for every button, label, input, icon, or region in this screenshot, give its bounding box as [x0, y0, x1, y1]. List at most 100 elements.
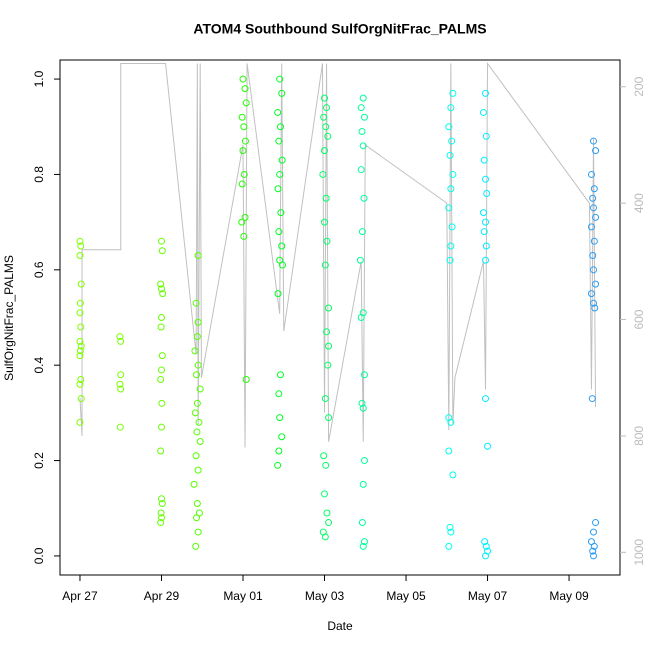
y-tick-label: 0.2: [32, 452, 46, 469]
point: [192, 299, 200, 307]
point: [240, 123, 248, 131]
point: [76, 347, 84, 355]
point: [359, 142, 367, 150]
point: [590, 204, 598, 212]
point: [191, 347, 199, 355]
point: [77, 280, 85, 288]
point: [278, 242, 286, 250]
y-tick-label: 0.6: [32, 261, 46, 278]
point: [589, 252, 597, 260]
point: [482, 242, 490, 250]
point: [322, 123, 330, 131]
point: [587, 170, 595, 178]
point: [357, 314, 365, 321]
point: [238, 218, 246, 226]
point: [77, 342, 85, 350]
point: [117, 337, 125, 345]
point: [157, 509, 165, 517]
point: [357, 104, 365, 112]
point: [321, 218, 329, 226]
point: [193, 371, 201, 379]
point: [359, 94, 367, 102]
point: [157, 423, 165, 431]
point: [445, 542, 453, 550]
point: [448, 137, 456, 145]
point: [194, 361, 202, 369]
point: [325, 304, 333, 312]
point: [480, 156, 488, 164]
point: [590, 552, 598, 560]
point: [157, 280, 165, 288]
point: [116, 333, 124, 341]
point: [322, 194, 330, 202]
point: [193, 399, 201, 407]
point: [159, 290, 167, 298]
point: [449, 170, 457, 178]
point: [590, 542, 598, 550]
point: [321, 261, 329, 269]
point: [447, 528, 455, 536]
point: [320, 452, 328, 460]
x-axis-label: Date: [327, 619, 353, 633]
point: [76, 418, 84, 426]
point: [275, 390, 283, 398]
point: [324, 132, 332, 140]
point: [590, 237, 598, 245]
point: [360, 538, 368, 546]
point: [274, 108, 282, 116]
point: [482, 542, 490, 550]
x-tick-label: Apr 29: [144, 589, 180, 603]
point: [77, 323, 85, 331]
point: [360, 194, 368, 202]
point: [238, 113, 246, 121]
y-tick-label: 0.4: [32, 357, 46, 374]
point: [445, 447, 453, 455]
point: [242, 375, 250, 383]
x-tick-label: May 01: [223, 589, 263, 603]
point: [158, 247, 166, 255]
point: [360, 457, 368, 465]
point: [276, 75, 284, 83]
point: [325, 519, 333, 527]
chart-title: ATOM4 Southbound SulfOrgNitFrac_PALMS: [193, 21, 486, 37]
y-axis-label: SulfOrgNitFrac_PALMS: [2, 255, 16, 381]
y-tick-label: 1.0: [32, 70, 46, 87]
point: [590, 137, 598, 145]
point: [590, 528, 598, 536]
point: [275, 447, 283, 455]
point: [116, 423, 124, 431]
point: [590, 266, 598, 274]
point: [157, 519, 165, 527]
point: [241, 137, 249, 145]
point: [482, 175, 490, 183]
point: [157, 314, 165, 321]
point: [196, 437, 204, 445]
point: [158, 352, 166, 360]
point: [239, 147, 247, 155]
point: [591, 304, 599, 312]
point: [276, 170, 284, 178]
point: [323, 328, 331, 336]
point: [193, 428, 201, 436]
x-tick-label: May 07: [468, 589, 508, 603]
y2-tick-label: 800: [632, 426, 646, 446]
point: [321, 490, 329, 498]
point: [447, 242, 455, 250]
point: [359, 542, 367, 550]
point: [321, 94, 329, 102]
point: [194, 528, 202, 536]
point: [76, 299, 84, 307]
point: [278, 156, 286, 164]
point: [279, 261, 287, 269]
plot-frame: [59, 59, 621, 576]
point: [479, 108, 487, 116]
point: [359, 480, 367, 488]
point: [447, 104, 455, 112]
point: [447, 185, 455, 193]
point: [157, 447, 165, 455]
point: [157, 375, 165, 383]
point: [590, 185, 598, 193]
point: [277, 209, 285, 217]
point: [76, 352, 84, 360]
point: [359, 404, 367, 412]
